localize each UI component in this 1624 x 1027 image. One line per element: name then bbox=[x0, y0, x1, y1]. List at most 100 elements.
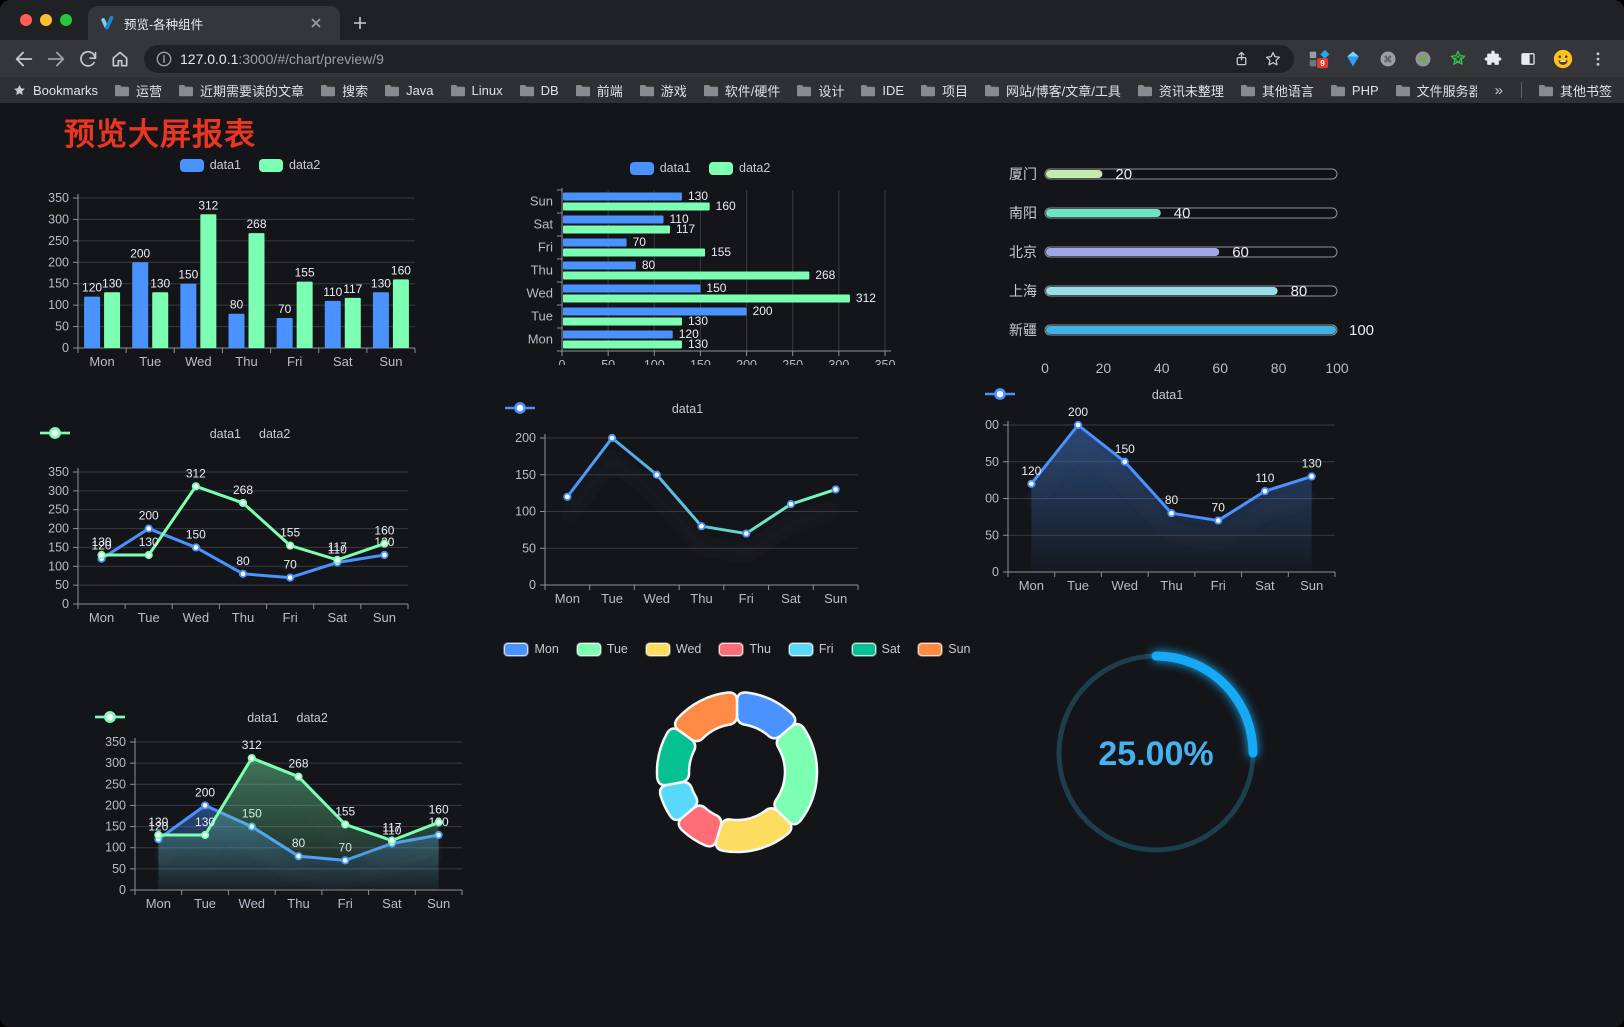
chart-canvas[interactable]: 0 50 100 150 200 Mon Tue Wed Thu Fri Sat Sun 120 200 1… bbox=[985, 385, 1350, 597]
bookmark-folder[interactable]: 项目 bbox=[920, 81, 968, 100]
legend-item-data1[interactable]: data1 bbox=[95, 711, 279, 725]
svg-text:Mon: Mon bbox=[528, 332, 553, 347]
chart-grouped-bar[interactable]: data1 data2 0 50 100 150 200 250 300 350 Mon Tue Wed… bbox=[40, 155, 460, 370]
bookmarks-manager[interactable]: Bookmarks bbox=[12, 83, 98, 98]
reload-button[interactable] bbox=[74, 45, 102, 73]
legend-item-data2[interactable]: data2 bbox=[40, 427, 290, 441]
svg-text:200: 200 bbox=[130, 246, 150, 260]
legend-swatch bbox=[504, 642, 529, 656]
chart-line-gradient[interactable]: data1 0 50 100 150 200 Mon Tue Wed Thu Fri Sat Sun bbox=[505, 398, 870, 610]
chart-canvas[interactable]: 25.00% bbox=[1045, 640, 1270, 865]
bookmark-folder[interactable]: 设计 bbox=[796, 81, 844, 100]
bookmark-folder[interactable]: 前端 bbox=[575, 81, 623, 100]
bookmark-folder[interactable]: Linux bbox=[450, 83, 503, 98]
bookmark-folder[interactable]: 近期需要读的文章 bbox=[178, 81, 304, 100]
svg-text:130: 130 bbox=[688, 337, 708, 351]
legend-item-data1[interactable]: data1 bbox=[629, 161, 691, 175]
legend-item-data1[interactable]: data1 bbox=[179, 158, 241, 172]
legend-item-data2[interactable]: data2 bbox=[259, 158, 320, 172]
legend-item-Thu[interactable]: Thu bbox=[719, 642, 771, 656]
chart-legend: data1 data2 bbox=[500, 161, 900, 175]
chart-horizontal-bar[interactable]: data1 data2 0 50 100 150 200 250 300 350 Mon 120 130… bbox=[500, 155, 900, 365]
command-extension-icon[interactable]: ⌘ bbox=[1374, 45, 1402, 73]
legend-item-data2[interactable]: data2 bbox=[709, 161, 770, 175]
browser-menu-icon[interactable] bbox=[1584, 45, 1612, 73]
profile-avatar[interactable] bbox=[1549, 45, 1577, 73]
legend-item-Fri[interactable]: Fri bbox=[788, 642, 834, 656]
bookmark-folder[interactable]: PHP bbox=[1330, 83, 1379, 98]
svg-text:100: 100 bbox=[985, 492, 999, 506]
bookmark-folder[interactable]: 资讯未整理 bbox=[1137, 81, 1224, 100]
legend-item-data1[interactable]: data1 bbox=[505, 402, 703, 416]
bookmark-folder[interactable]: 搜索 bbox=[320, 81, 368, 100]
svg-text:Fri: Fri bbox=[283, 610, 298, 625]
chart-canvas[interactable]: 0 50 100 150 200 250 300 350 Mon Tue Wed Thu Fri Sat S… bbox=[40, 425, 460, 635]
svg-text:312: 312 bbox=[242, 738, 262, 752]
close-window-button[interactable] bbox=[20, 14, 32, 26]
forward-button[interactable] bbox=[42, 45, 70, 73]
extension-grid-icon[interactable]: 9 bbox=[1304, 45, 1332, 73]
site-info-icon[interactable] bbox=[156, 51, 172, 67]
legend-item-Sun[interactable]: Sun bbox=[918, 642, 971, 656]
bookmark-folder[interactable]: Java bbox=[384, 83, 434, 98]
svg-text:100: 100 bbox=[48, 298, 69, 312]
legend-item-data1[interactable]: data1 bbox=[985, 388, 1183, 402]
chart-progress-bars[interactable]: 厦门 20 南阳 40 北京 60 上海 80 新疆 100 0 20 40 60 80 100 bbox=[985, 155, 1380, 385]
star-icon bbox=[14, 84, 25, 95]
legend-item-Wed[interactable]: Wed bbox=[645, 642, 701, 656]
new-tab-button[interactable] bbox=[346, 9, 374, 37]
other-bookmarks[interactable]: 其他书签 bbox=[1538, 81, 1612, 100]
gem-extension-icon[interactable] bbox=[1339, 45, 1367, 73]
svg-text:80: 80 bbox=[642, 258, 656, 272]
bookmark-folder[interactable]: 其他语言 bbox=[1240, 81, 1314, 100]
green-star-extension-icon[interactable] bbox=[1444, 45, 1472, 73]
bookmarks-overflow-chevron[interactable]: » bbox=[1494, 81, 1503, 99]
svg-text:0: 0 bbox=[62, 597, 69, 611]
browser-tab[interactable]: 预览-各种组件 bbox=[88, 6, 340, 40]
home-button[interactable] bbox=[106, 45, 134, 73]
svg-text:200: 200 bbox=[48, 522, 69, 536]
chart-canvas[interactable] bbox=[545, 635, 930, 870]
chart-donut-pie[interactable]: Mon Tue Wed Thu Fri Sat Sun bbox=[504, 635, 971, 870]
extensions-row: 9 ⌘ bbox=[1304, 45, 1614, 73]
side-panel-icon[interactable] bbox=[1514, 45, 1542, 73]
legend-item-Mon[interactable]: Mon bbox=[504, 642, 559, 656]
address-bar[interactable]: 127.0.0.1:3000/#/chart/preview/9 bbox=[144, 44, 1294, 73]
legend-item-Tue[interactable]: Tue bbox=[576, 642, 628, 656]
bookmark-folder[interactable]: 文件服务器 bbox=[1395, 81, 1477, 100]
folder-icon bbox=[921, 84, 936, 96]
bookmark-folder[interactable]: 游戏 bbox=[639, 81, 687, 100]
legend-item-data1[interactable]: data1 bbox=[40, 427, 241, 441]
minimize-window-button[interactable] bbox=[40, 14, 52, 26]
svg-text:150: 150 bbox=[105, 820, 126, 834]
svg-text:80: 80 bbox=[1271, 360, 1287, 376]
back-button[interactable] bbox=[10, 45, 38, 73]
tab-close-icon[interactable] bbox=[302, 9, 330, 37]
bookmark-folder[interactable]: DB bbox=[519, 83, 559, 98]
chart-canvas[interactable]: 0 50 100 150 200 250 300 350 Mon Tue Wed Thu Fri Sat S… bbox=[40, 155, 460, 370]
svg-text:50: 50 bbox=[522, 541, 536, 555]
bookmark-label: 前端 bbox=[596, 83, 623, 99]
legend-swatch bbox=[576, 642, 601, 656]
bookmark-folder[interactable]: 软件/硬件 bbox=[703, 81, 780, 100]
zoom-window-button[interactable] bbox=[60, 14, 72, 26]
chart-gauge-ring[interactable]: 25.00% bbox=[1045, 640, 1270, 865]
svg-text:Tue: Tue bbox=[139, 354, 161, 369]
extensions-puzzle-icon[interactable] bbox=[1479, 45, 1507, 73]
legend-item-data2[interactable]: data2 bbox=[95, 711, 328, 725]
bookmark-folder[interactable]: 运营 bbox=[114, 81, 162, 100]
bookmark-star-icon[interactable] bbox=[1264, 50, 1282, 68]
legend-item-Sat[interactable]: Sat bbox=[851, 642, 900, 656]
chart-area-two-series[interactable]: data1 data2 0 50 100 150 200 250 300 350 Mon Tue Wed… bbox=[95, 705, 480, 920]
chart-canvas[interactable]: 0 50 100 150 200 250 300 350 Mon Tue Wed Thu Fri Sat S… bbox=[95, 705, 480, 920]
bookmark-label: 运营 bbox=[136, 83, 163, 99]
bookmark-folder[interactable]: IDE bbox=[860, 83, 904, 98]
share-icon[interactable] bbox=[1233, 50, 1250, 68]
record-extension-icon[interactable] bbox=[1409, 45, 1437, 73]
chart-line-two-series[interactable]: data1 data2 0 50 100 150 200 250 300 350 Mon Tue Wed… bbox=[40, 425, 460, 635]
chart-canvas[interactable]: 0 50 100 150 200 Mon Tue Wed Thu Fri Sat Sun bbox=[505, 398, 870, 610]
chart-canvas[interactable]: 厦门 20 南阳 40 北京 60 上海 80 新疆 100 0 20 40 60 80 100 bbox=[985, 155, 1380, 385]
bookmark-folder[interactable]: 网站/博客/文章/工具 bbox=[984, 81, 1121, 100]
chart-area-single[interactable]: data1 0 50 100 150 200 Mon Tue Wed Thu Fri Sat Sun 12… bbox=[985, 385, 1350, 597]
